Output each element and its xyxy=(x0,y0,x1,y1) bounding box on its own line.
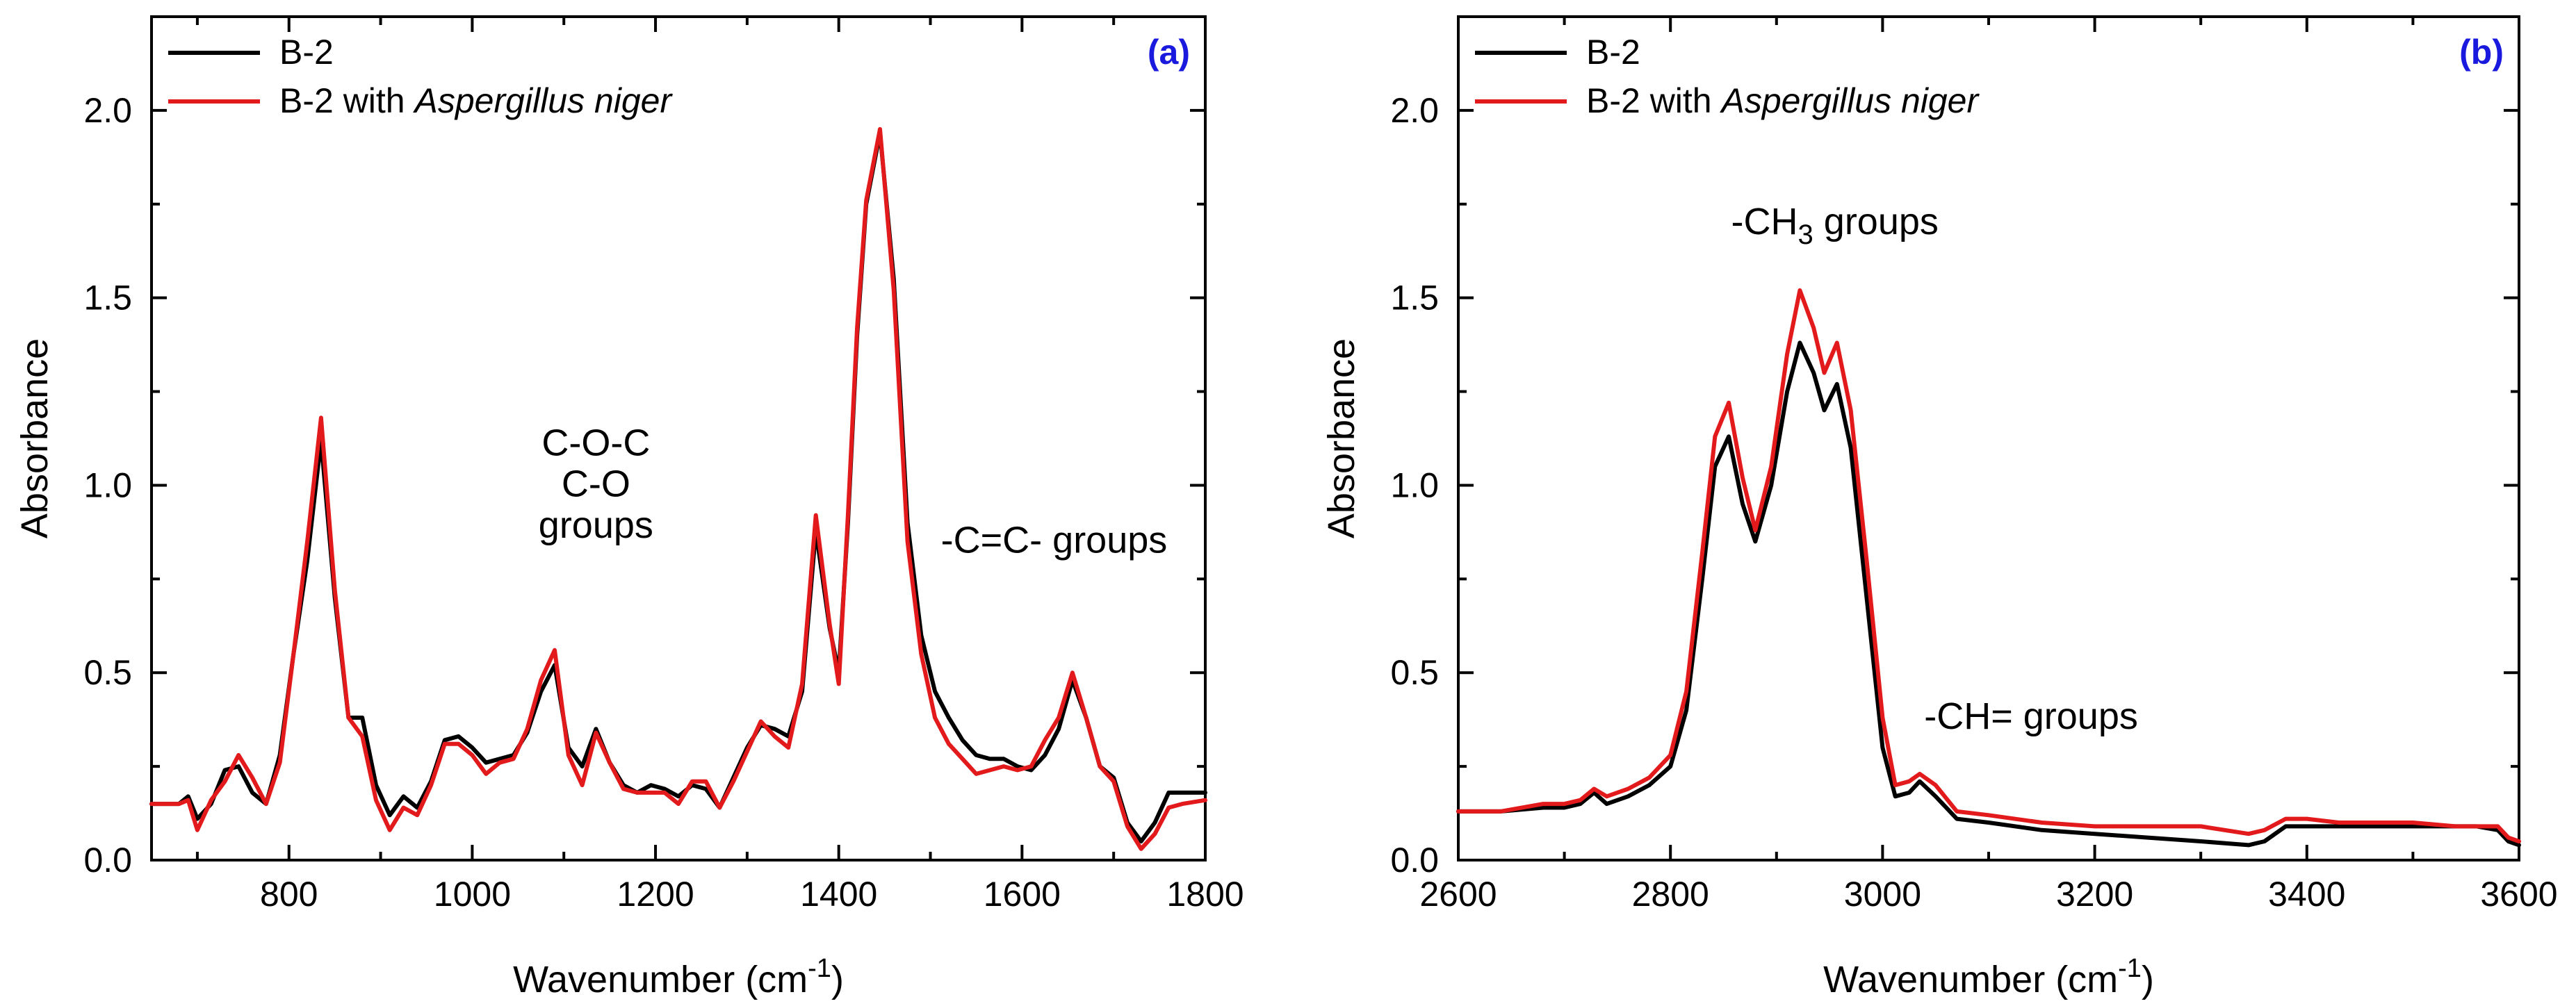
annotation: C-O xyxy=(562,463,630,505)
plot-frame xyxy=(150,15,1207,861)
y-tick-label: 1.5 xyxy=(83,279,132,318)
x-tick-label: 3400 xyxy=(2268,875,2345,914)
y-tick-label: 2.0 xyxy=(83,91,132,130)
y-tick-label: 2.0 xyxy=(1390,91,1439,130)
annotation: -C=C- groups xyxy=(941,520,1168,561)
y-tick-label: 0.5 xyxy=(1390,653,1439,692)
legend-label: B-2 xyxy=(1586,33,1640,72)
annotation: C-O-C xyxy=(541,422,650,463)
x-axis-label: Wavenumber (cm-1) xyxy=(1823,954,2154,1000)
panel-label: (b) xyxy=(2459,33,2504,72)
x-tick-label: 2800 xyxy=(1632,875,1709,914)
x-tick-label: 1400 xyxy=(800,875,877,914)
annotation: -CH3 groups xyxy=(1731,201,1939,250)
x-tick-label: 3000 xyxy=(1844,875,1921,914)
y-axis-label: Absorbance xyxy=(14,338,56,538)
annotation: groups xyxy=(539,504,653,546)
chart-panel-b: 2600 2800 3000 3200 3400 3600 0.0 0.5 1.0 1.5 2.0 B… xyxy=(1321,15,2558,1000)
series-line-b2-aspergillus-niger xyxy=(149,126,1207,851)
legend-label: B-2 xyxy=(279,33,334,72)
y-tick-label: 0.0 xyxy=(1390,841,1439,880)
x-tick-label: 1600 xyxy=(984,875,1061,914)
legend-label: B-2 with Aspergillus niger xyxy=(1586,81,1980,120)
x-tick-label: 1800 xyxy=(1166,875,1244,914)
y-tick-label: 1.0 xyxy=(83,465,132,504)
y-tick-label: 1.5 xyxy=(1390,279,1439,318)
y-tick-label: 0.0 xyxy=(83,841,132,880)
x-tick-label: 1200 xyxy=(617,875,694,914)
x-tick-label: 800 xyxy=(260,875,318,914)
x-axis-label: Wavenumber (cm-1) xyxy=(513,954,844,1000)
x-tick-label: 1000 xyxy=(434,875,511,914)
y-tick-label: 1.0 xyxy=(1390,465,1439,504)
y-tick-label: 0.5 xyxy=(83,653,132,692)
x-tick-label: 3200 xyxy=(2056,875,2133,914)
x-tick-label: 2600 xyxy=(1419,875,1497,914)
y-axis-label: Absorbance xyxy=(1321,338,1362,538)
legend-label: B-2 with Aspergillus niger xyxy=(279,81,673,120)
series-line-b2 xyxy=(1456,340,2521,848)
chart-panel-a: 800 1000 1200 1400 1600 1800 0.0 0.5 1.0 1.5 2.0 B-… xyxy=(14,15,1244,1000)
panel-label: (a) xyxy=(1148,33,1190,72)
series-line-b2-aspergillus-niger xyxy=(1456,288,2521,843)
x-tick-label: 3600 xyxy=(2480,875,2557,914)
annotation: -CH= groups xyxy=(1924,695,2138,737)
